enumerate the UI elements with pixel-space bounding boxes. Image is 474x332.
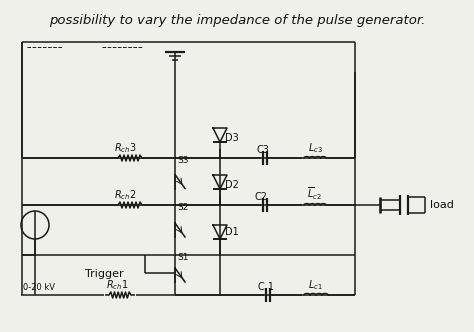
Text: $L_{c1}$: $L_{c1}$	[308, 278, 323, 292]
Text: $L_{c3}$: $L_{c3}$	[308, 141, 323, 155]
Text: S1: S1	[177, 253, 189, 262]
Text: C 1: C 1	[258, 282, 274, 292]
Text: $R_{ch}$1: $R_{ch}$1	[106, 278, 128, 292]
Text: D1: D1	[225, 227, 239, 237]
Text: S2: S2	[177, 203, 188, 212]
Text: load: load	[430, 200, 454, 210]
Text: 0-20 kV: 0-20 kV	[23, 283, 55, 292]
Text: $\overline{L}_{c2}$: $\overline{L}_{c2}$	[307, 186, 322, 202]
Text: S3: S3	[177, 156, 189, 165]
Text: C3: C3	[257, 145, 270, 155]
Text: D2: D2	[225, 180, 239, 190]
Text: $R_{ch}$3: $R_{ch}$3	[114, 141, 137, 155]
Text: $R_{ch}$2: $R_{ch}$2	[114, 188, 137, 202]
Text: C2: C2	[255, 192, 268, 202]
Text: possibility to vary the impedance of the pulse generator.: possibility to vary the impedance of the…	[49, 14, 425, 27]
Text: D3: D3	[225, 133, 239, 143]
Text: Trigger: Trigger	[85, 269, 124, 279]
